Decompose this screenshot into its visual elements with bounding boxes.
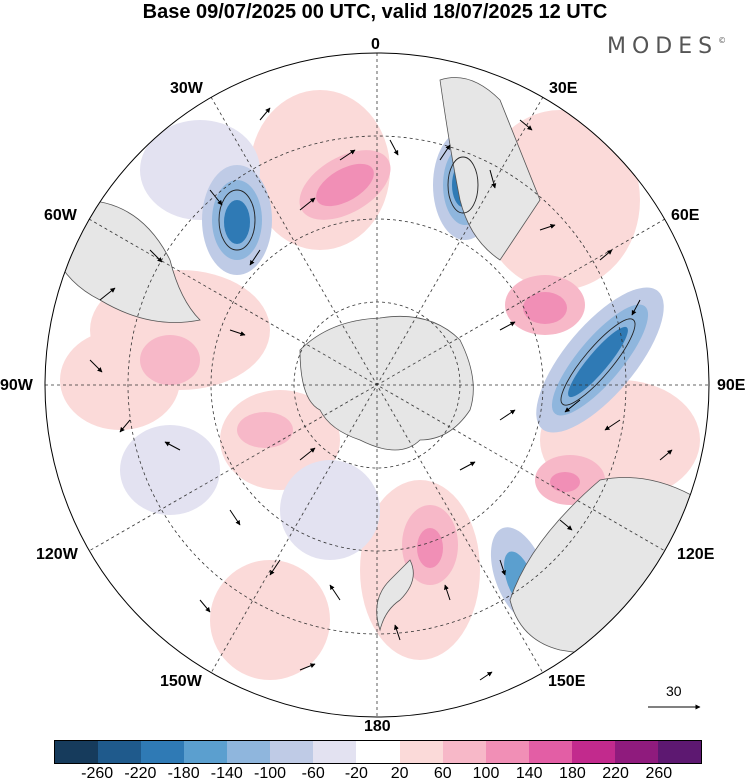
colorbar-swatch	[442, 741, 486, 763]
lon-label-120e: 120E	[677, 546, 715, 563]
colorbar-swatch	[485, 741, 529, 763]
lon-label-30e: 30E	[549, 80, 578, 97]
lon-label-30w: 30W	[170, 80, 203, 97]
colorbar-tick-label: -20	[344, 765, 368, 782]
lon-label-180: 180	[364, 718, 391, 735]
lon-label-0: 0	[371, 36, 380, 53]
anomaly-positive	[210, 560, 330, 680]
lon-label-90e: 90E	[717, 377, 746, 394]
colorbar-swatch	[270, 741, 314, 763]
wind-vectors	[89, 107, 673, 681]
colorbar-swatch	[98, 741, 142, 763]
colorbar-swatch	[184, 741, 228, 763]
lon-label-150w: 150W	[160, 673, 202, 690]
colorbar-tick-label: -60	[301, 765, 325, 782]
colorbar-tick-label: -220	[124, 765, 157, 782]
vector-scale-label: 30	[666, 683, 682, 699]
map-boundary	[44, 52, 710, 718]
antarctica-landmass	[299, 315, 474, 451]
colorbar-swatch	[614, 741, 658, 763]
south-america-landmass	[49, 199, 201, 323]
colorbar-swatch	[399, 741, 443, 763]
lon-label-60w: 60W	[44, 207, 77, 224]
colorbar-tick-label: -260	[81, 765, 114, 782]
colorbar-tick-label: 180	[559, 765, 586, 782]
anomaly-negative	[280, 460, 380, 560]
colorbar-swatch	[141, 741, 185, 763]
colorbar-tick-label: -140	[210, 765, 243, 782]
lon-label-90w: 90W	[0, 377, 33, 394]
colorbar-swatch	[571, 741, 615, 763]
colorbar-tick-label: -100	[253, 765, 287, 782]
colorbar-swatch	[227, 741, 271, 763]
chart-title: Base 09/07/2025 00 UTC, valid 18/07/2025…	[142, 1, 608, 23]
colorbar-tick-label: 220	[602, 765, 629, 782]
colorbar-tick-label: 140	[515, 765, 543, 782]
colorbar-tick-label: 260	[645, 765, 673, 782]
colorbar-swatch	[55, 741, 99, 763]
lon-label-60e: 60E	[671, 207, 700, 224]
colorbar-swatch	[356, 741, 400, 763]
colorbar-swatch	[313, 741, 357, 763]
colorbar-swatch	[657, 741, 701, 763]
colorbar-tick-label: 100	[472, 765, 500, 782]
colorbar-swatch	[528, 741, 572, 763]
anomaly-negative	[120, 425, 220, 515]
lon-label-120w: 120W	[36, 546, 78, 563]
brand-logo: MODES©	[607, 34, 727, 59]
africa-landmass	[439, 77, 541, 261]
graticule	[45, 53, 709, 717]
colorbar-tick-label: -180	[167, 765, 200, 782]
colorbar	[54, 740, 702, 764]
lon-label-150e: 150E	[548, 673, 586, 690]
colorbar-tick-label: 60	[433, 765, 452, 782]
new-zealand-landmass	[376, 559, 414, 632]
colorbar-tick-label: 20	[390, 765, 409, 782]
